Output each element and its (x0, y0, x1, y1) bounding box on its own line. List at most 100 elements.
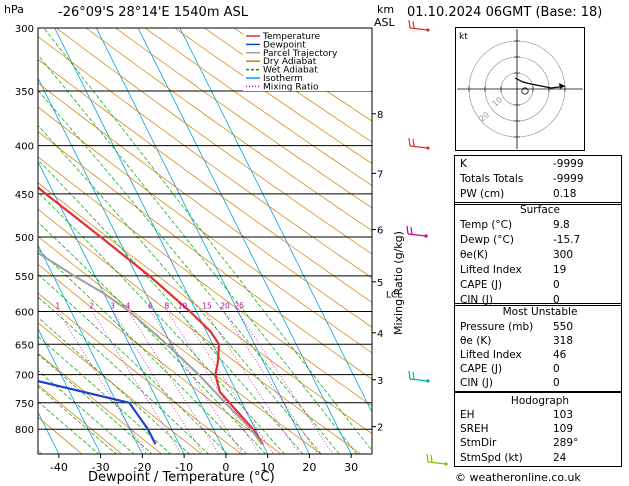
km-tick-label: 6 (377, 226, 383, 237)
hodograph-table-box (454, 391, 622, 467)
km-tick-label: 5 (377, 278, 383, 289)
mixing-ratio-label: 10 (178, 302, 188, 311)
km-tick-label: 4 (377, 329, 383, 340)
mixing-ratio-label: 20 (220, 302, 230, 311)
most-unstable-value: 318 (553, 335, 574, 347)
km-unit-label: km (377, 3, 395, 16)
lcl-label: LCL (386, 290, 402, 300)
dry-adiabat-line (38, 131, 372, 380)
wind-barb-flag (430, 454, 433, 463)
most-unstable-label: CAPE (J) (460, 363, 503, 375)
surface-value: 0 (553, 279, 560, 291)
legend-label: Parcel Trajectory (263, 49, 338, 59)
copyright-text: © weatheronline.co.uk (455, 471, 581, 484)
wind-barb-flag (412, 371, 415, 380)
mixing-ratio-label: 6 (148, 302, 153, 311)
hodograph-storm-motion (521, 87, 529, 95)
mixing-ratio-line (112, 311, 204, 454)
wind-barb-dot (426, 379, 430, 383)
pressure-tick-label: 450 (15, 190, 34, 201)
wind-barb-flag (406, 225, 409, 235)
surface-row: Temp (°C) 9.8 (458, 218, 622, 233)
location-title: -26°09'S 28°14'E 1540m ASL (58, 5, 249, 20)
most-unstable-value: 0 (553, 363, 560, 375)
dry-adiabat-line (38, 156, 372, 407)
pressure-tick-label: 800 (15, 425, 34, 436)
wind-barb (427, 461, 447, 465)
indices-label: Totals Totals (460, 173, 524, 185)
surface-label: CAPE (J) (460, 279, 503, 291)
legend-label: Wet Adiabat (263, 66, 318, 76)
wet-adiabat-line (38, 401, 100, 454)
surface-row: Lifted Index 19 (458, 263, 622, 278)
legend-label: Dewpoint (263, 40, 306, 50)
hodograph-table-row: StmSpd (kt) 24 (458, 451, 622, 466)
indices-value: -9999 (553, 173, 584, 185)
legend-label: Temperature (262, 32, 320, 42)
indices-row: Totals Totals -9999 (458, 172, 622, 187)
mixing-ratio-label: 25 (235, 302, 245, 311)
mixing-ratio-label: 15 (202, 302, 212, 311)
most-unstable-row: Lifted Index 46 (458, 348, 622, 363)
dry-adiabat-line (174, 28, 372, 165)
km-tick-label: 7 (377, 169, 383, 180)
dry-adiabat-line (38, 384, 122, 454)
hodograph: kt 10 20 (455, 27, 585, 151)
wet-adiabat-line (38, 221, 267, 454)
hodograph-table-title: Hodograph (510, 395, 570, 407)
dry-adiabat-line (38, 263, 282, 454)
wind-barb (409, 27, 429, 31)
most-unstable-label: CIN (J) (460, 377, 493, 389)
most-unstable-value: 550 (553, 321, 574, 333)
pressure-tick-label: 550 (15, 272, 34, 283)
hodograph-table-label: StmSpd (kt) (460, 452, 523, 464)
dry-adiabat-line (38, 416, 83, 454)
wind-barb (407, 233, 427, 237)
dry-adiabat-line (204, 28, 372, 143)
isotherm-line (137, 28, 352, 454)
plot-frame (37, 27, 373, 455)
surface-row: Dewp (°C) -15.7 (458, 233, 622, 248)
x-tick-label: 0 (222, 461, 229, 474)
x-tick-label: -40 (50, 461, 68, 474)
most-unstable-label: θe (K) (460, 335, 492, 347)
pressure-tick-label: 350 (15, 87, 34, 98)
pressure-tick-label: 600 (15, 308, 34, 319)
dry-adiabat-line (38, 352, 162, 454)
surface-value: 300 (553, 249, 574, 261)
mixing-ratio-line (237, 311, 334, 454)
km-tick-label: 8 (377, 110, 383, 121)
indices-value: -9999 (553, 158, 584, 170)
wind-barb-dot (426, 146, 430, 150)
indices-label: K (460, 158, 467, 170)
x-tick-label: 10 (261, 461, 275, 474)
x-tick-label: -20 (133, 461, 151, 474)
wind-barb-flag (412, 138, 415, 147)
isotherm-line (38, 244, 143, 454)
most-unstable-box (454, 303, 622, 393)
wet-adiabat-line (43, 28, 372, 452)
x-tick-label: 20 (302, 461, 316, 474)
x-axis-label: Dewpoint / Temperature (°C) (88, 470, 275, 485)
dry-adiabat-line (56, 28, 372, 255)
isotherm-line (38, 327, 101, 454)
isotherm-line (96, 28, 310, 454)
pressure-tick-label: 700 (15, 371, 34, 382)
wind-barb-flag (408, 370, 411, 380)
x-tick-label: -10 (175, 461, 193, 474)
hodograph-table-value: 289° (553, 437, 579, 449)
hodograph-table-value: 24 (553, 452, 567, 464)
dry-adiabat-line (85, 28, 372, 232)
mixing-ratio-line (180, 311, 274, 454)
legend-label: Isotherm (263, 74, 303, 84)
surface-value: -15.7 (553, 234, 581, 246)
surface-label: θe(K) (460, 249, 488, 261)
mixing-ratio-line (91, 311, 182, 454)
mixing-ratio-line (58, 311, 147, 454)
km-tick-label: 2 (377, 423, 383, 434)
most-unstable-row: CIN (J) 0 (458, 376, 622, 391)
surface-label: Lifted Index (460, 264, 522, 276)
wind-barb-flag (412, 20, 415, 29)
wet-adiabat-line (38, 296, 209, 454)
